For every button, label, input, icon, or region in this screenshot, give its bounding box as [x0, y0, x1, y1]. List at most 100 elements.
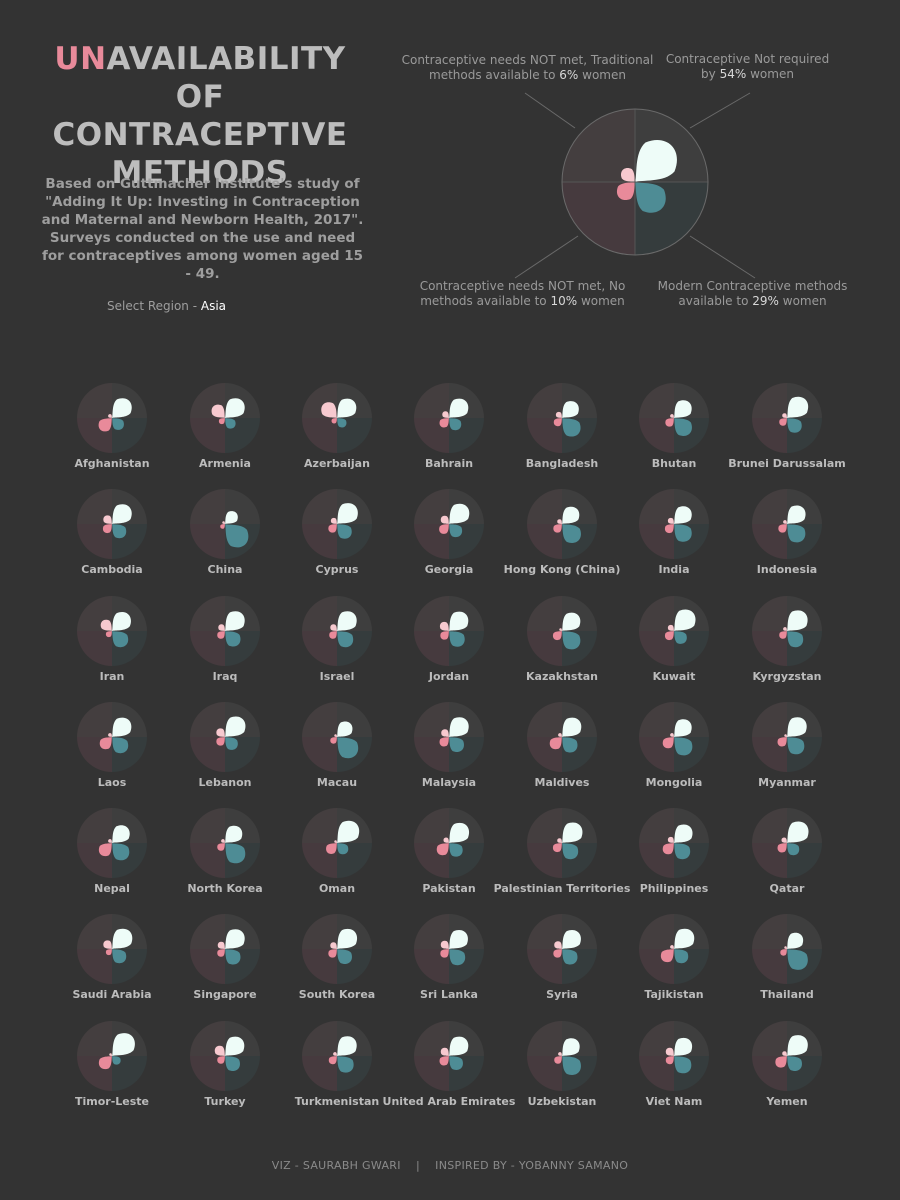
country-cell[interactable]: Tajikistan: [604, 914, 744, 1001]
country-cell[interactable]: United Arab Emirates: [379, 1021, 519, 1108]
petal-modern: [112, 418, 124, 430]
country-cell[interactable]: Brunei Darussalam: [717, 383, 857, 470]
country-cell[interactable]: China: [155, 489, 295, 576]
country-cell[interactable]: Israel: [267, 596, 407, 683]
country-cell[interactable]: Oman: [267, 808, 407, 895]
country-cell[interactable]: Jordan: [379, 596, 519, 683]
country-label: Myanmar: [758, 776, 816, 789]
petal-traditional: [214, 1045, 225, 1056]
quadrant-top-left: [414, 596, 449, 631]
quadrant-bottom-left: [527, 1056, 562, 1091]
country-cell[interactable]: Turkmenistan: [267, 1021, 407, 1108]
country-cell[interactable]: Mongolia: [604, 702, 744, 789]
country-cell[interactable]: Philippines: [604, 808, 744, 895]
country-cell[interactable]: North Korea: [155, 808, 295, 895]
country-cell[interactable]: India: [604, 489, 744, 576]
country-cell[interactable]: Kuwait: [604, 596, 744, 683]
petal-no-methods: [549, 737, 562, 750]
country-cell[interactable]: Qatar: [717, 808, 857, 895]
petal-traditional: [443, 837, 449, 843]
country-cell[interactable]: Viet Nam: [604, 1021, 744, 1108]
petal-traditional: [442, 411, 449, 418]
legend-value-no-methods: 10%: [550, 294, 578, 308]
petal-not-required: [562, 401, 579, 418]
petal-modern: [449, 418, 462, 431]
country-cell[interactable]: Georgia: [379, 489, 519, 576]
country-cell[interactable]: Thailand: [717, 914, 857, 1001]
quadrant-bottom-left: [302, 949, 337, 984]
petal-traditional: [216, 728, 225, 737]
country-cell[interactable]: Malaysia: [379, 702, 519, 789]
country-cell[interactable]: Armenia: [155, 383, 295, 470]
country-cell[interactable]: Kyrgyzstan: [717, 596, 857, 683]
petal-modern: [112, 737, 129, 754]
country-label: Brunei Darussalam: [728, 457, 846, 470]
country-cell[interactable]: Cambodia: [42, 489, 182, 576]
country-cell[interactable]: Iran: [42, 596, 182, 683]
country-cell[interactable]: Azerbaijan: [267, 383, 407, 470]
country-label: Turkey: [204, 1095, 246, 1108]
legend-suffix-no-methods: women: [580, 294, 625, 308]
country-cell[interactable]: Palestinian Territories: [492, 808, 632, 895]
footer-inspired: INSPIRED BY - YOBANNY SAMANO: [435, 1159, 629, 1172]
country-cell[interactable]: Uzbekistan: [492, 1021, 632, 1108]
petal-not-required: [787, 821, 809, 843]
country-flower-chart: [302, 596, 372, 666]
quadrant-bottom-right: [337, 418, 372, 453]
petal-not-required: [562, 717, 582, 737]
petal-modern: [112, 524, 127, 539]
country-cell[interactable]: South Korea: [267, 914, 407, 1001]
country-label: Israel: [319, 670, 355, 683]
country-cell[interactable]: Saudi Arabia: [42, 914, 182, 1001]
country-label: Qatar: [769, 882, 805, 895]
country-cell[interactable]: Syria: [492, 914, 632, 1001]
quadrant-top-left: [190, 596, 225, 631]
country-cell[interactable]: Hong Kong (China): [492, 489, 632, 576]
country-cell[interactable]: Myanmar: [717, 702, 857, 789]
country-cell[interactable]: Macau: [267, 702, 407, 789]
country-cell[interactable]: Indonesia: [717, 489, 857, 576]
legend-text-no-methods: Contraceptive needs NOT met, No methods …: [419, 279, 626, 308]
region-selector[interactable]: Select Region - Asia: [107, 299, 226, 313]
petal-not-required: [225, 929, 245, 949]
region-value[interactable]: Asia: [200, 299, 227, 313]
country-cell[interactable]: Timor-Leste: [42, 1021, 182, 1108]
petal-traditional: [783, 520, 787, 524]
quadrant-top-left: [639, 702, 674, 737]
country-cell[interactable]: Iraq: [155, 596, 295, 683]
petal-modern: [225, 631, 241, 647]
petal-no-methods: [331, 418, 337, 424]
petal-no-methods: [439, 1056, 449, 1066]
country-cell[interactable]: Nepal: [42, 808, 182, 895]
country-cell[interactable]: Cyprus: [267, 489, 407, 576]
country-label: Uzbekistan: [527, 1095, 597, 1108]
quadrant-top-left: [302, 489, 337, 524]
country-cell[interactable]: Pakistan: [379, 808, 519, 895]
petal-traditional: [782, 1051, 787, 1056]
country-cell[interactable]: Bangladesh: [492, 383, 632, 470]
petal-modern: [787, 949, 808, 970]
petal-modern: [449, 737, 464, 752]
country-cell[interactable]: Bhutan: [604, 383, 744, 470]
country-cell[interactable]: Lebanon: [155, 702, 295, 789]
petal-modern: [337, 418, 347, 428]
petal-no-methods: [662, 843, 674, 855]
petal-traditional: [330, 942, 337, 949]
country-cell[interactable]: Sri Lanka: [379, 914, 519, 1001]
petal-modern: [674, 843, 691, 860]
petal-not-required: [449, 717, 469, 737]
country-cell[interactable]: Afghanistan: [42, 383, 182, 470]
country-cell[interactable]: Yemen: [717, 1021, 857, 1108]
country-label: Mongolia: [645, 776, 703, 789]
country-cell[interactable]: Kazakhstan: [492, 596, 632, 683]
quadrant-top-left: [77, 383, 112, 418]
petal-modern: [674, 1056, 692, 1074]
country-cell[interactable]: Maldives: [492, 702, 632, 789]
petal-traditional: [557, 519, 562, 524]
country-cell[interactable]: Turkey: [155, 1021, 295, 1108]
country-cell[interactable]: Bahrain: [379, 383, 519, 470]
country-cell[interactable]: Laos: [42, 702, 182, 789]
quadrant-top-left: [77, 808, 112, 843]
petal-modern: [787, 1056, 802, 1071]
country-cell[interactable]: Singapore: [155, 914, 295, 1001]
